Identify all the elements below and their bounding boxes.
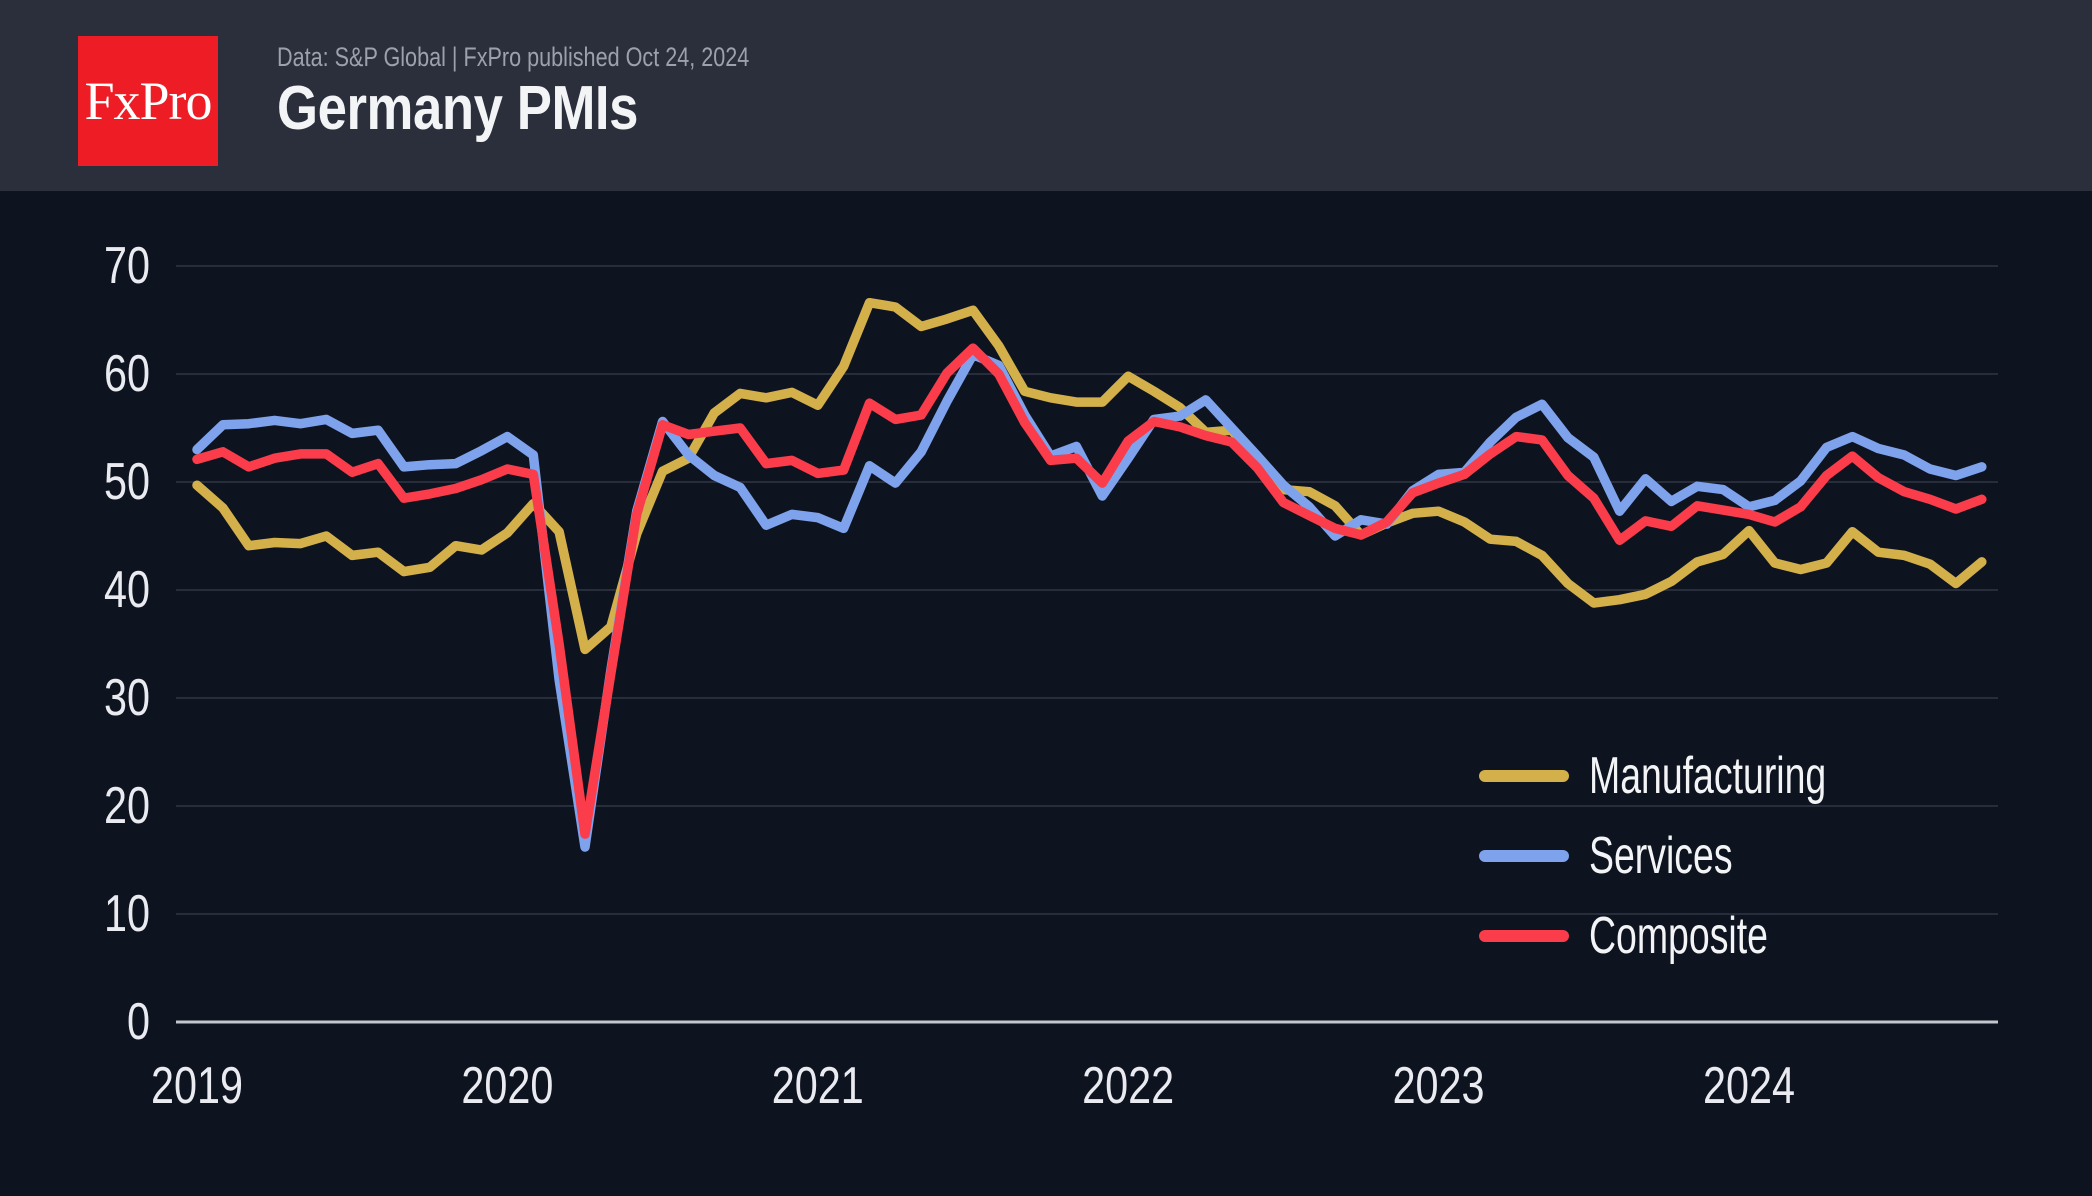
- legend-swatch: [1479, 770, 1569, 782]
- x-tick-label-2019: 2019: [151, 1057, 243, 1115]
- legend-label: Services: [1589, 827, 1733, 885]
- y-tick-label-70: 70: [104, 237, 150, 295]
- legend-swatch: [1479, 930, 1569, 942]
- y-tick-label-30: 30: [104, 669, 150, 727]
- x-tick-label-2022: 2022: [1082, 1057, 1174, 1115]
- legend-item-composite: Composite: [1479, 896, 1919, 976]
- y-tick-label-20: 20: [104, 777, 150, 835]
- legend: Manufacturing Services Composite: [1479, 736, 1919, 976]
- y-tick-label-0: 0: [127, 993, 150, 1051]
- legend-label: Manufacturing: [1589, 747, 1827, 805]
- header: FxPro Data: S&P Global | FxPro published…: [0, 0, 2092, 191]
- x-tick-label-2024: 2024: [1703, 1057, 1795, 1115]
- source-line: Data: S&P Global | FxPro published Oct 2…: [277, 42, 750, 72]
- y-tick-label-60: 60: [104, 345, 150, 403]
- y-tick-label-10: 10: [104, 885, 150, 943]
- y-tick-label-40: 40: [104, 561, 150, 619]
- legend-item-manufacturing: Manufacturing: [1479, 736, 1919, 816]
- legend-label: Composite: [1589, 907, 1768, 965]
- fxpro-logo-text: FxPro: [84, 71, 212, 131]
- series-line-composite: [192, 343, 1987, 839]
- x-tick-label-2020: 2020: [461, 1057, 553, 1115]
- legend-item-services: Services: [1479, 816, 1919, 896]
- legend-swatch: [1479, 850, 1569, 862]
- y-tick-label-50: 50: [104, 453, 150, 511]
- series-line-manufacturing: [192, 297, 1987, 655]
- x-tick-label-2023: 2023: [1393, 1057, 1485, 1115]
- fxpro-logo: FxPro: [78, 36, 218, 166]
- x-tick-label-2021: 2021: [772, 1057, 864, 1115]
- page-title: Germany PMIs: [277, 74, 639, 143]
